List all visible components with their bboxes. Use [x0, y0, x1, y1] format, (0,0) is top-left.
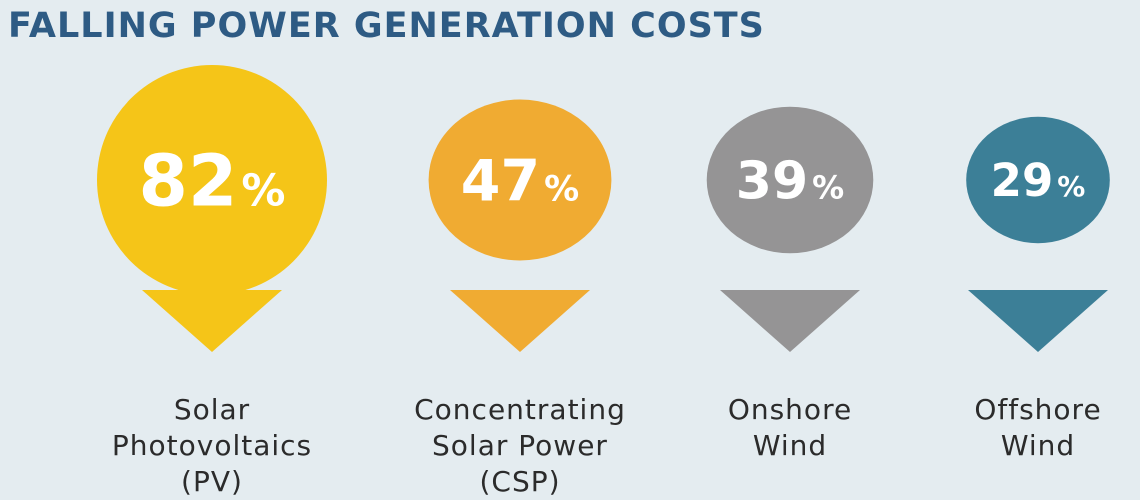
- tech-label-line: Solar: [173, 393, 251, 426]
- tech-label-line: Onshore: [727, 393, 853, 426]
- down-arrow-icon: [720, 290, 860, 352]
- tech-label-1: Concentrating Solar Power (CSP): [370, 392, 670, 500]
- tech-label-2: Onshore Wind: [640, 392, 940, 464]
- tech-label-line: (CSP): [479, 465, 561, 498]
- tech-label-line: Offshore: [974, 393, 1102, 426]
- chart-title: FALLING POWER GENERATION COSTS: [8, 6, 765, 46]
- bubble-circle: [97, 65, 327, 295]
- value-label: 39%: [736, 152, 844, 212]
- tech-label-0: Solar Photovoltaics (PV): [62, 392, 362, 500]
- tech-label-line: Wind: [752, 429, 828, 462]
- tech-label-line: Wind: [1000, 429, 1076, 462]
- down-arrow-icon: [142, 290, 282, 352]
- bubble-3: 29%: [966, 116, 1110, 352]
- bubble-circle: [966, 116, 1110, 244]
- down-arrow-icon: [968, 290, 1108, 352]
- value-label: 47%: [461, 149, 579, 215]
- tech-label-line: Photovoltaics: [111, 429, 313, 462]
- bubble-circle: [428, 99, 612, 261]
- tech-label-line: (PV): [181, 465, 243, 498]
- tech-label-line: Concentrating: [414, 393, 626, 426]
- value-label: 82%: [139, 140, 286, 223]
- tech-label-line: Solar Power: [432, 429, 608, 462]
- down-arrow-icon: [450, 290, 590, 352]
- bubble-2: 39%: [706, 106, 874, 352]
- bubble-circle: [706, 106, 874, 254]
- value-label: 29%: [991, 154, 1086, 207]
- tech-label-3: Offshore Wind: [888, 392, 1140, 464]
- bubble-1: 47%: [428, 99, 612, 352]
- bubble-0: 82%: [97, 65, 327, 352]
